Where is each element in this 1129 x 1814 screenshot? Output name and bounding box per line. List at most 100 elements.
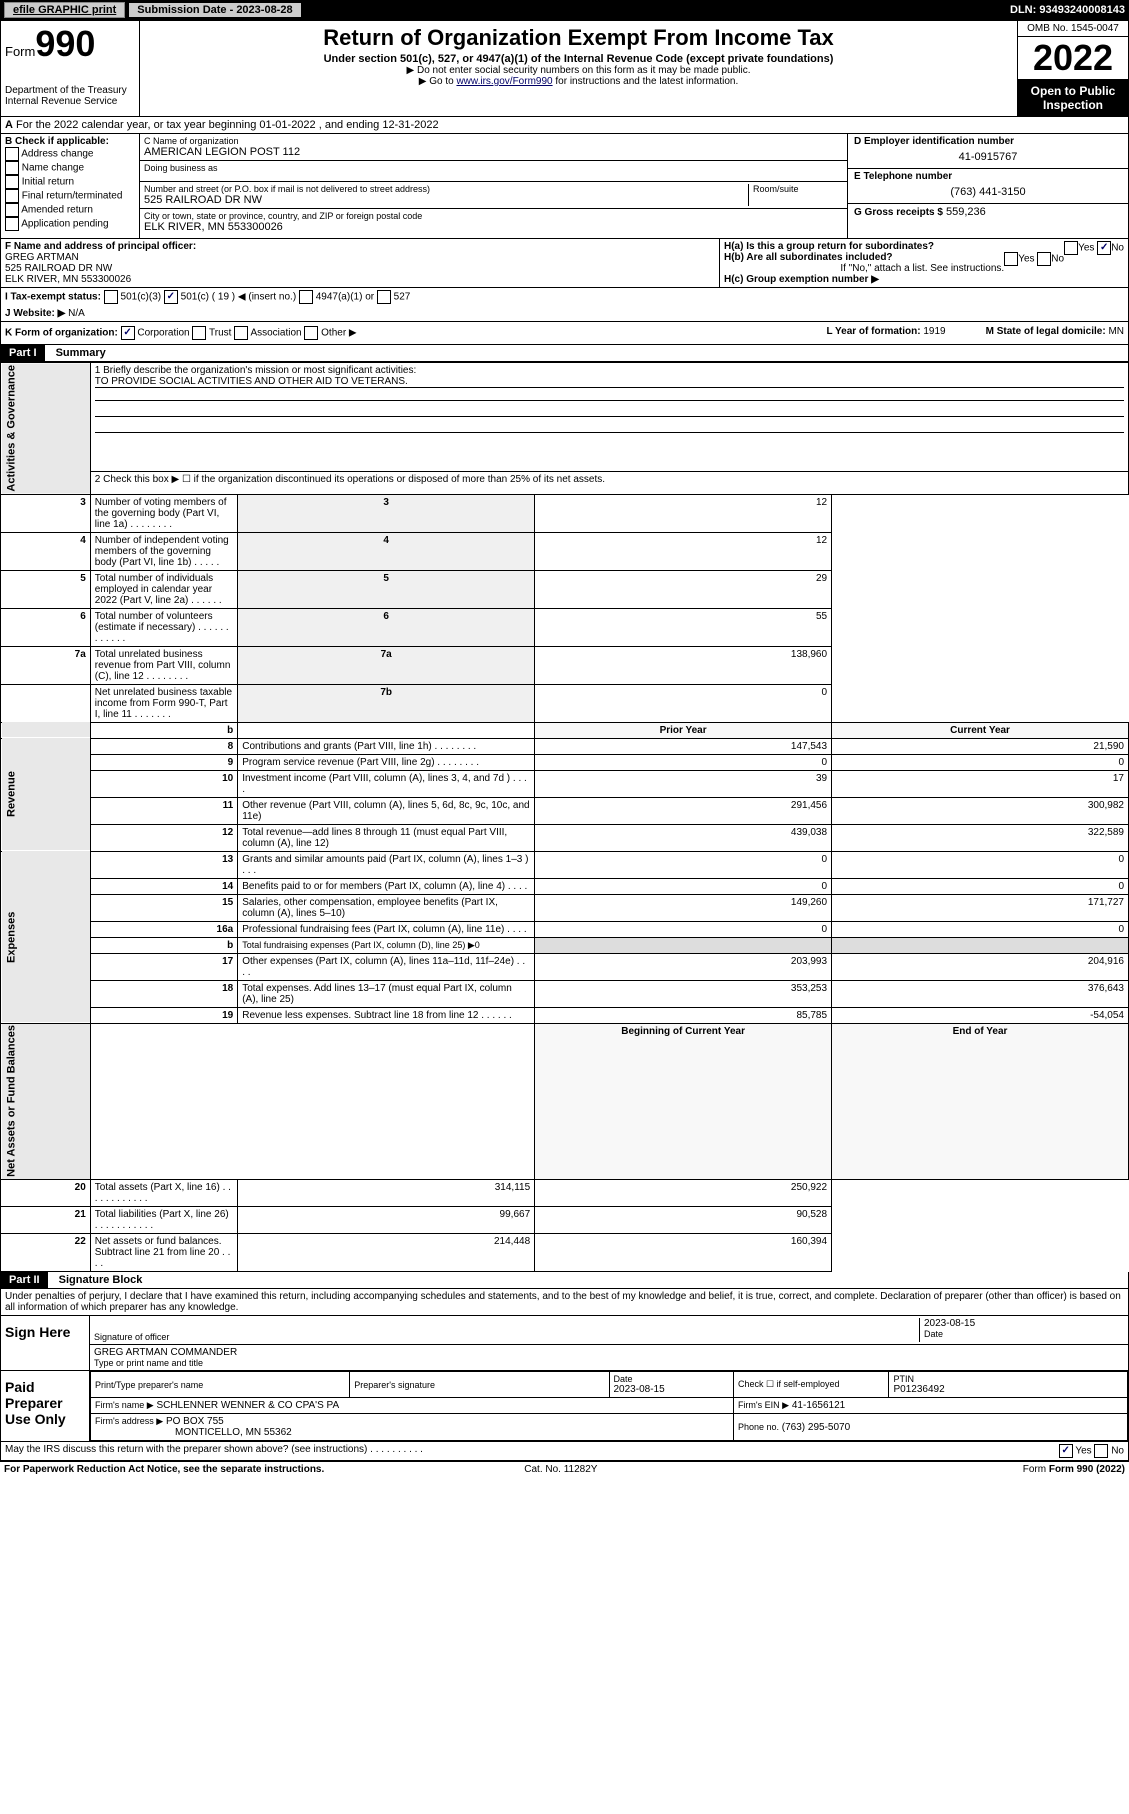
summary-row: 21Total liabilities (Part X, line 26) . … <box>1 1207 1129 1234</box>
part1-badge: Part I <box>1 345 45 361</box>
hb-label: H(b) Are all subordinates included? <box>724 252 893 263</box>
org-info-box: B Check if applicable: Address change Na… <box>0 134 1129 239</box>
paid-preparer-label: Paid Preparer Use Only <box>1 1371 90 1441</box>
mission-text: TO PROVIDE SOCIAL ACTIVITIES AND OTHER A… <box>95 376 1124 388</box>
box-b-option[interactable]: Amended return <box>5 203 135 217</box>
ptin-label: PTIN <box>893 1374 1123 1384</box>
begin-year-header: Beginning of Current Year <box>535 1023 832 1180</box>
hb-yes-checkbox[interactable] <box>1004 252 1018 266</box>
m-label: M State of legal domicile: <box>986 326 1106 337</box>
ptin-value: P01236492 <box>893 1384 1123 1395</box>
efile-print-button[interactable]: efile GRAPHIC print <box>4 2 125 18</box>
firm-name: SCHLENNER WENNER & CO CPA'S PA <box>156 1400 339 1411</box>
ha-no: No <box>1111 243 1124 254</box>
mission-line2 <box>95 388 1124 401</box>
box-b-option[interactable]: Application pending <box>5 217 135 231</box>
summary-row: 6Total number of volunteers (estimate if… <box>1 608 1129 646</box>
l-label: L Year of formation: <box>827 326 921 337</box>
box-b-checklist: B Check if applicable: Address change Na… <box>1 134 140 238</box>
form-990-ref: Form 990 (2022) <box>1049 1464 1125 1475</box>
prep-date: 2023-08-15 <box>614 1384 729 1395</box>
mission-line3 <box>95 404 1124 417</box>
501c3-checkbox[interactable] <box>104 290 118 304</box>
part1-title: Summary <box>48 345 114 361</box>
summary-row: Expenses13Grants and similar amounts pai… <box>1 851 1129 878</box>
line-a-tax-year: A For the 2022 calendar year, or tax yea… <box>0 117 1129 134</box>
other-checkbox[interactable] <box>304 326 318 340</box>
summary-row: 3Number of voting members of the governi… <box>1 494 1129 532</box>
trust-checkbox[interactable] <box>192 326 206 340</box>
prep-name-label: Print/Type preparer's name <box>95 1380 345 1390</box>
501c-checkbox[interactable] <box>164 290 178 304</box>
corp-checkbox[interactable] <box>121 326 135 340</box>
summary-row: 19Revenue less expenses. Subtract line 1… <box>1 1007 1129 1023</box>
j-label: J Website: ▶ <box>5 308 65 319</box>
form-number: Form990 <box>5 23 135 65</box>
summary-row: 16aProfessional fundraising fees (Part I… <box>1 921 1129 937</box>
ha-no-checkbox[interactable] <box>1097 241 1111 255</box>
firm-addr1: PO BOX 755 <box>166 1416 224 1427</box>
officer-name: GREG ARTMAN <box>5 252 715 263</box>
summary-row: 14Benefits paid to or for members (Part … <box>1 878 1129 894</box>
sign-here-label: Sign Here <box>1 1316 90 1370</box>
summary-row: 5Total number of individuals employed in… <box>1 570 1129 608</box>
summary-row: Revenue8Contributions and grants (Part V… <box>1 738 1129 754</box>
part2-badge: Part II <box>1 1272 48 1288</box>
row-b-num: b <box>90 722 237 738</box>
box-b-option[interactable]: Address change <box>5 147 135 161</box>
4947-checkbox[interactable] <box>299 290 313 304</box>
addr-label: Number and street (or P.O. box if mail i… <box>144 184 748 194</box>
ha-label: H(a) Is this a group return for subordin… <box>724 241 934 252</box>
ein-label: D Employer identification number <box>854 136 1122 147</box>
website-value: N/A <box>68 308 85 319</box>
firm-ein: 41-1656121 <box>792 1400 845 1411</box>
part2-header-row: Part II Signature Block <box>0 1272 1129 1289</box>
summary-row: 17Other expenses (Part IX, column (A), l… <box>1 953 1129 980</box>
goto-post: for instructions and the latest informat… <box>553 76 739 87</box>
officer-addr1: 525 RAILROAD DR NW <box>5 263 715 274</box>
501c3-label: 501(c)(3) <box>121 292 162 303</box>
527-checkbox[interactable] <box>377 290 391 304</box>
officer-typed-name: GREG ARTMAN COMMANDER <box>94 1347 237 1358</box>
omb-number: OMB No. 1545-0047 <box>1018 21 1128 37</box>
hb-no-checkbox[interactable] <box>1037 252 1051 266</box>
form-org-row: K Form of organization: Corporation Trus… <box>0 322 1129 345</box>
sig-officer-label: Signature of officer <box>94 1332 919 1342</box>
box-b-option[interactable]: Initial return <box>5 175 135 189</box>
summary-table: Activities & Governance 1 Briefly descri… <box>0 362 1129 1272</box>
submission-date: Submission Date - 2023-08-28 <box>129 3 300 17</box>
year-formation: 1919 <box>923 326 945 337</box>
tax-status-row: I Tax-exempt status: 501(c)(3) 501(c) ( … <box>0 288 1129 306</box>
prior-year-header: Prior Year <box>535 722 832 738</box>
end-year-header: End of Year <box>832 1023 1129 1180</box>
hb-yes: Yes <box>1018 254 1034 265</box>
tax-year-range: For the 2022 calendar year, or tax year … <box>16 119 439 131</box>
governance-section-label: Activities & Governance <box>1 363 91 495</box>
irs-link[interactable]: www.irs.gov/Form990 <box>456 76 552 87</box>
box-b-option[interactable]: Name change <box>5 161 135 175</box>
form-ref: Form Form 990 (2022) <box>1023 1464 1125 1475</box>
form-header: Form990 Department of the Treasury Inter… <box>0 20 1129 117</box>
sig-date-label: Date <box>924 1329 1124 1339</box>
assoc-checkbox[interactable] <box>234 326 248 340</box>
room-label: Room/suite <box>753 184 843 194</box>
firm-phone: (763) 295-5070 <box>782 1422 850 1433</box>
officer-signature[interactable] <box>94 1318 919 1332</box>
form-word: Form <box>5 44 35 59</box>
mission-line4 <box>95 420 1124 433</box>
cat-no: Cat. No. 11282Y <box>524 1464 597 1475</box>
officer-addr2: ELK RIVER, MN 553300026 <box>5 274 715 285</box>
phone-value: (763) 441-3150 <box>854 186 1122 198</box>
assoc-label: Association <box>250 328 301 339</box>
line2-text: 2 Check this box ▶ ☐ if the organization… <box>90 471 1128 494</box>
discuss-no-checkbox[interactable] <box>1094 1444 1108 1458</box>
527-label: 527 <box>394 292 411 303</box>
discuss-yes-checkbox[interactable] <box>1059 1444 1073 1458</box>
firm-phone-label: Phone no. <box>738 1422 779 1432</box>
ha-yes-checkbox[interactable] <box>1064 241 1078 255</box>
form-title: Return of Organization Exempt From Incom… <box>148 25 1009 51</box>
summary-row: 7aTotal unrelated business revenue from … <box>1 646 1129 684</box>
4947-label: 4947(a)(1) or <box>316 292 374 303</box>
sig-date: 2023-08-15 <box>924 1318 1124 1329</box>
box-b-option[interactable]: Final return/terminated <box>5 189 135 203</box>
